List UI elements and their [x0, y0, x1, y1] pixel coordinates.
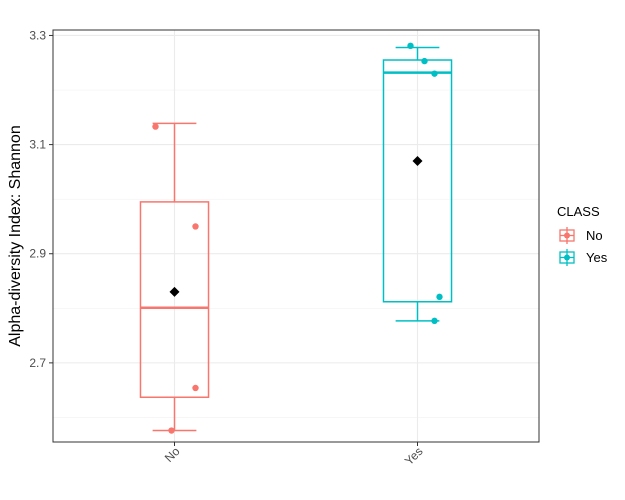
y-tick-label: 2.9	[29, 247, 46, 261]
legend-key-point	[564, 254, 570, 261]
panel-border	[52, 29, 540, 443]
x-tick-label: No	[162, 444, 183, 465]
means	[169, 155, 423, 297]
data-point	[431, 70, 438, 77]
data-point	[168, 427, 175, 434]
data-point	[431, 317, 438, 325]
legend: CLASS No Yes	[557, 204, 608, 266]
x-axis: No Yes	[162, 442, 426, 468]
box-yes	[382, 59, 453, 303]
panel-background	[53, 30, 539, 442]
legend-title: CLASS	[557, 204, 600, 219]
grid	[53, 30, 539, 442]
data-point	[152, 123, 159, 130]
data-point	[407, 42, 414, 50]
y-axis-title: Alpha-diversity Index: Shannon	[7, 125, 24, 346]
y-axis: 2.7 2.9 3.1 3.3	[29, 28, 53, 370]
mean-marker	[412, 155, 423, 166]
y-tick-label: 2.7	[29, 356, 46, 370]
legend-label: Yes	[586, 250, 608, 265]
x-tick-label: Yes	[402, 444, 426, 468]
mean-marker	[169, 286, 180, 297]
data-point	[436, 293, 443, 301]
y-tick-label: 3.3	[29, 28, 46, 42]
legend-key-point	[564, 232, 570, 239]
data-point	[192, 384, 199, 392]
data-point	[192, 223, 199, 230]
legend-label: No	[586, 228, 603, 243]
y-tick-label: 3.1	[29, 138, 46, 152]
points	[152, 42, 443, 434]
box-no	[139, 201, 210, 399]
data-point	[421, 57, 428, 65]
